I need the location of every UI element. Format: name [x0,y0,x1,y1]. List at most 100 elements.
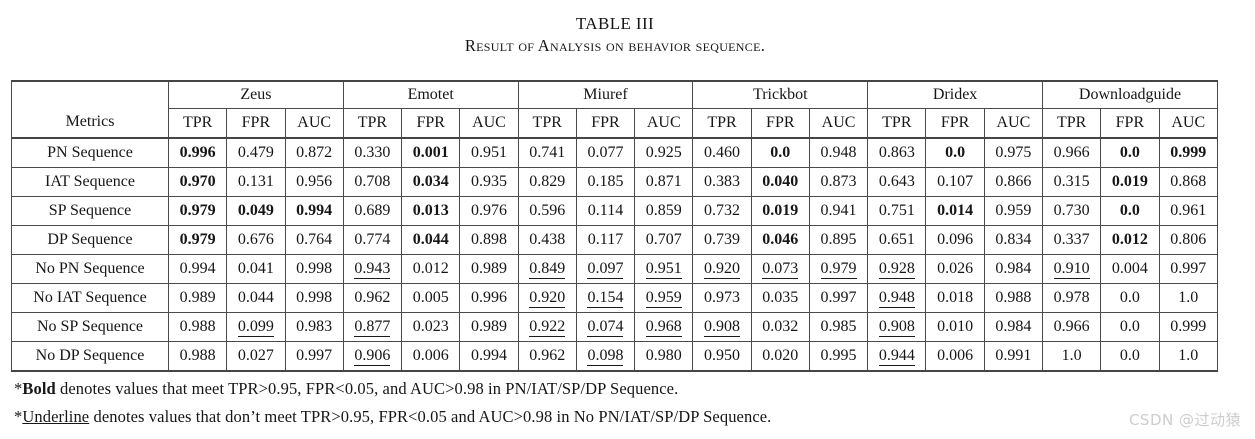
table-row: PN Sequence 0.996 0.479 0.872 0.330 0.001 0.95… [11,137,1219,168]
value-cell: 0.908 [692,312,752,342]
table-row: SP Sequence 0.979 0.049 0.994 0.689 0.013 0.97… [11,196,1219,226]
value-cell: 0.997 [284,341,344,372]
value-cell: 0.979 [167,196,228,226]
value-cell: 0.961 [1158,196,1219,226]
value-cell: 0.989 [459,254,519,284]
value-cell: 0.988 [983,283,1043,313]
value-cell: 0.185 [575,167,636,197]
table-row: No PN Sequence 0.994 0.041 0.998 0.943 0.012 0… [11,254,1219,284]
metric-subheader-tpr: TPR [167,108,228,139]
table-row: No IAT Sequence 0.989 0.044 0.998 0.962 0.005… [11,283,1219,313]
value-cell: 0.898 [459,225,519,255]
value-cell: 0.966 [1041,137,1102,168]
value-cell: 0.099 [226,312,286,342]
value-cell: 0.114 [575,196,636,226]
metric-subheader-auc: AUC [1158,108,1219,139]
results-table: Metrics Zeus Emotet Miuref Trickbot Dridex Dow… [11,80,1219,372]
value-cell: 0.906 [342,341,403,372]
value-cell: 0.984 [983,312,1043,342]
value-cell: 0.966 [1041,312,1102,342]
value-cell: 0.962 [517,341,577,372]
metric-subheader-auc: AUC [808,108,869,139]
value-cell: 0.959 [983,196,1043,226]
value-cell: 0.979 [808,254,869,284]
group-header-miuref: Miuref [517,80,694,109]
metric-subheader-fpr: FPR [925,108,985,139]
table-caption: TABLE III Result of Analysis on behavior… [11,14,1219,56]
value-cell: 0.951 [459,137,519,168]
group-header-trickbot: Trickbot [692,80,869,109]
value-cell: 0.999 [1158,137,1219,168]
metric-subheader-auc: AUC [459,108,519,139]
value-cell: 0.944 [867,341,927,372]
table-subtitle: Result of Analysis on behavior sequence. [464,36,766,55]
value-cell: 0.315 [1041,167,1102,197]
value-cell: 0.707 [634,225,694,255]
value-cell: 0.0 [1100,137,1160,168]
value-cell: 0.999 [1158,312,1219,342]
value-cell: 0.096 [925,225,985,255]
value-cell: 0.868 [1158,167,1219,197]
metric-subheader-fpr: FPR [226,108,286,139]
value-cell: 0.979 [167,225,228,255]
value-cell: 0.956 [284,167,344,197]
value-cell: 0.596 [517,196,577,226]
value-cell: 0.097 [575,254,636,284]
value-cell: 0.074 [575,312,636,342]
value-cell: 0.998 [284,283,344,313]
value-cell: 0.948 [808,137,869,168]
table-footnotes: *Bold denotes values that meet TPR>0.95,… [14,376,1255,430]
value-cell: 0.859 [634,196,694,226]
footnote-term: Underline [22,407,90,426]
value-cell: 1.0 [1041,341,1102,372]
value-cell: 0.970 [167,167,228,197]
value-cell: 0.730 [1041,196,1102,226]
value-cell: 0.676 [226,225,286,255]
row-label: PN Sequence [11,137,169,168]
value-cell: 0.871 [634,167,694,197]
footnote-text: denotes values that don’t meet TPR>0.95,… [89,407,772,426]
table-row: IAT Sequence 0.970 0.131 0.956 0.708 0.034 0.9… [11,167,1219,197]
value-cell: 0.044 [401,225,461,255]
value-cell: 0.032 [750,312,810,342]
group-header-dridex: Dridex [867,80,1043,109]
group-header-zeus: Zeus [168,80,344,109]
value-cell: 0.0 [925,137,985,168]
metric-subheader-tpr: TPR [1041,108,1102,139]
metric-subheader-auc: AUC [284,108,344,139]
value-cell: 0.012 [1100,225,1160,255]
value-cell: 0.098 [575,341,636,372]
value-cell: 0.980 [634,341,694,372]
metric-subheader-auc: AUC [983,108,1043,139]
value-cell: 0.910 [1041,254,1102,284]
value-cell: 0.006 [925,341,985,372]
value-cell: 0.131 [226,167,286,197]
value-cell: 0.004 [1100,254,1160,284]
footnote-marker: * [14,407,23,426]
value-cell: 0.0 [1100,312,1160,342]
value-cell: 0.479 [226,137,286,168]
table-number-title: TABLE III [575,14,655,33]
value-cell: 0.013 [401,196,461,226]
metric-subheader-fpr: FPR [750,108,810,139]
row-label: IAT Sequence [11,167,169,197]
value-cell: 0.872 [284,137,344,168]
table-row: DP Sequence 0.979 0.676 0.764 0.774 0.044 0.89… [11,225,1219,255]
value-cell: 0.976 [459,196,519,226]
value-cell: 0.049 [226,196,286,226]
row-label: SP Sequence [11,196,169,226]
value-cell: 0.741 [517,137,577,168]
value-cell: 0.005 [401,283,461,313]
value-cell: 0.920 [692,254,752,284]
value-cell: 0.943 [342,254,403,284]
value-cell: 0.948 [867,283,927,313]
value-cell: 0.984 [983,254,1043,284]
value-cell: 0.044 [226,283,286,313]
row-label: No PN Sequence [11,254,169,284]
value-cell: 0.708 [342,167,403,197]
value-cell: 0.928 [867,254,927,284]
value-cell: 0.978 [1041,283,1102,313]
value-cell: 0.863 [867,137,927,168]
value-cell: 0.941 [808,196,869,226]
value-cell: 0.994 [459,341,519,372]
